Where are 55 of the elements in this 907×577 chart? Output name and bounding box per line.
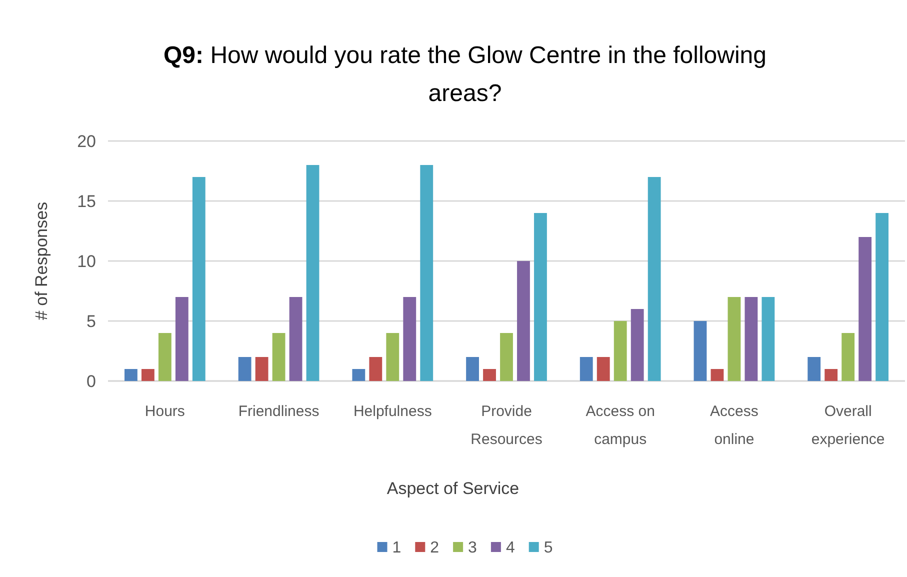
bar	[420, 165, 434, 381]
legend-label: 3	[468, 540, 478, 557]
bar	[238, 357, 252, 381]
y-tick-label: 20	[77, 132, 96, 151]
x-tick-label: Access online	[710, 403, 758, 448]
bar	[483, 369, 496, 381]
bar	[580, 357, 593, 381]
bar	[352, 369, 366, 381]
bar	[369, 357, 382, 381]
y-tick-label: 10	[77, 252, 96, 271]
bar	[175, 297, 188, 381]
bar	[386, 333, 400, 381]
x-tick-label: Friendliness	[238, 403, 320, 420]
bar	[728, 297, 741, 381]
bar	[630, 309, 644, 381]
legend-label: 5	[544, 540, 553, 557]
bar	[255, 357, 268, 381]
x-tick-label: Helpfulness	[353, 403, 432, 420]
bar	[824, 369, 838, 381]
bar	[500, 333, 513, 381]
bar	[858, 237, 872, 381]
bar	[534, 213, 547, 381]
bar	[124, 369, 138, 381]
x-tick-label: Overall experience	[811, 403, 885, 448]
bar	[272, 333, 286, 381]
bar	[596, 357, 610, 381]
bar	[614, 321, 627, 381]
chart-title: Q9: How would you rate the Glow Centre in the following areas?	[164, 42, 766, 107]
y-tick-label: 5	[86, 312, 96, 331]
bar	[403, 297, 416, 381]
legend-label: 2	[430, 540, 440, 557]
y-tick-label: 15	[77, 192, 96, 211]
legend-label: 1	[392, 540, 402, 557]
bar	[842, 333, 855, 381]
x-tick-label: Hours	[144, 403, 185, 420]
bar	[744, 297, 758, 381]
bar	[710, 369, 724, 381]
bar	[141, 369, 154, 381]
bar	[289, 297, 302, 381]
legend-label: 4	[506, 540, 515, 557]
bar	[158, 333, 172, 381]
bar	[517, 261, 530, 381]
bar	[306, 165, 320, 381]
bar	[808, 357, 821, 381]
bar	[694, 321, 707, 381]
y-tick-label: 0	[86, 372, 96, 391]
bar	[648, 177, 661, 381]
x-tick-label: Provide Resources	[470, 403, 542, 448]
y-axis-title: # of Responses	[32, 202, 51, 320]
bar	[762, 297, 775, 381]
x-axis-title: Aspect of Service	[386, 479, 520, 498]
x-tick-label: Access on campus	[586, 403, 655, 448]
bar	[192, 177, 206, 381]
bar	[876, 213, 888, 381]
bar	[466, 357, 479, 381]
